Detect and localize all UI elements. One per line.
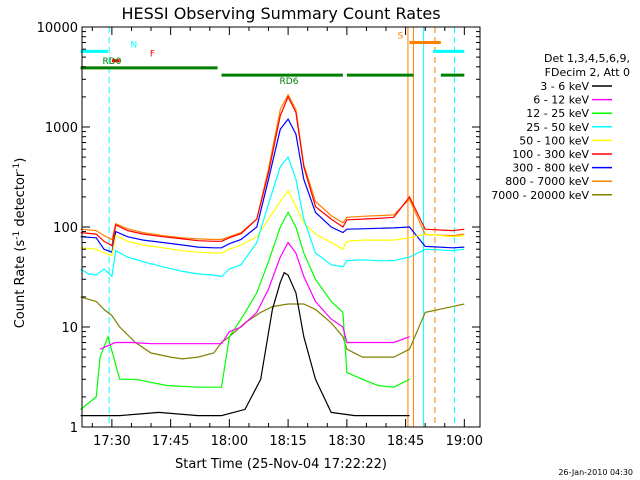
chart-title: HESSI Observing Summary Count Rates xyxy=(121,4,440,23)
x-tick-label: 18:30 xyxy=(328,434,365,449)
series-line xyxy=(80,296,465,360)
y-axis-title-sup: -1 xyxy=(12,231,22,240)
y-axis-title: Count Rate (s-1 detector-1) xyxy=(12,158,28,329)
legend: Det 1,3,4,5,6,9, FDecim 2, Att 0 3 - 6 k… xyxy=(491,52,630,202)
y-tick-label: 10000 xyxy=(37,21,78,36)
x-tick-label: 19:00 xyxy=(446,434,483,449)
legend-entry-label: 3 - 6 keV xyxy=(540,80,589,93)
y-tick-label: 10 xyxy=(61,321,78,336)
x-tick-label: 18:00 xyxy=(211,434,248,449)
y-tick-label: 100 xyxy=(53,221,78,236)
x-tick-label: 18:15 xyxy=(269,434,306,449)
x-axis-title: Start Time (25-Nov-04 17:22:22) xyxy=(175,457,387,472)
flag-label: F xyxy=(150,50,155,60)
y-axis-title-part: Count Rate (s xyxy=(13,240,28,329)
series-line xyxy=(80,155,465,278)
y-axis-title-sup: -1 xyxy=(12,163,22,172)
series-line xyxy=(99,241,410,350)
legend-entry-label: 800 - 7000 keV xyxy=(505,175,589,188)
legend-entry-label: 25 - 50 keV xyxy=(526,121,589,134)
series-line xyxy=(80,211,410,410)
legend-entry-label: 6 - 12 keV xyxy=(533,94,589,107)
legend-entry-label: 100 - 300 keV xyxy=(512,148,589,161)
x-tick-label: 18:45 xyxy=(387,434,424,449)
x-tick-label: 17:45 xyxy=(152,434,189,449)
flag-label: RD6 xyxy=(280,77,299,87)
series-line xyxy=(80,271,410,417)
flag-label: S xyxy=(398,31,404,41)
flag-label: N xyxy=(131,40,138,50)
y-tick-label: 1000 xyxy=(45,121,78,136)
series-line xyxy=(80,117,465,254)
y-axis-title-part: ) xyxy=(13,158,28,163)
series-line xyxy=(80,95,465,247)
legend-entry-label: 300 - 800 keV xyxy=(512,162,589,175)
legend-header-line: FDecim 2, Att 0 xyxy=(545,66,630,79)
footer-timestamp: 26-Jan-2010 04:30 xyxy=(558,468,633,477)
x-tick-label: 17:30 xyxy=(93,434,130,449)
legend-entry-label: 12 - 25 keV xyxy=(526,107,589,120)
y-tick-label: 1 xyxy=(70,421,78,436)
series-line xyxy=(80,93,465,241)
legend-entry-label: 50 - 100 keV xyxy=(519,134,589,147)
legend-header-line: Det 1,3,4,5,6,9, xyxy=(544,52,630,65)
series-line xyxy=(80,189,465,257)
legend-entry-label: 7000 - 20000 keV xyxy=(491,189,589,202)
y-axis-title-part: detector xyxy=(13,171,28,231)
flag-label: RD0 xyxy=(103,57,122,67)
plot-area: N F RD0 RD6 S 1 10 100 1000 10000 17:30 17:45 18:00 1… xyxy=(37,21,483,449)
